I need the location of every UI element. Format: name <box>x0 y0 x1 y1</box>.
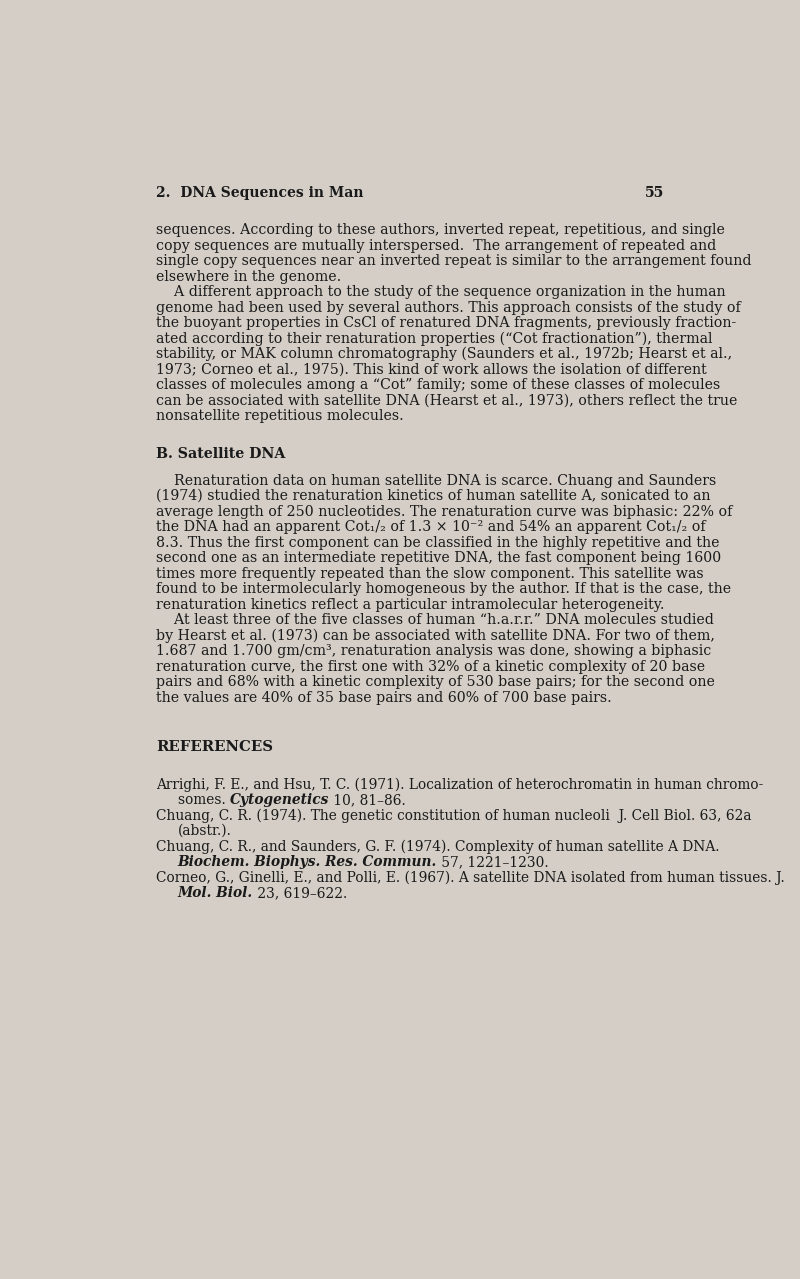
Text: classes of molecules among a “Cot” family; some of these classes of molecules: classes of molecules among a “Cot” famil… <box>156 379 720 393</box>
Text: genome had been used by several authors. This approach consists of the study of: genome had been used by several authors.… <box>156 301 741 315</box>
Text: At least three of the five classes of human “h.a.r.r.” DNA molecules studied: At least three of the five classes of hu… <box>156 613 714 627</box>
Text: pairs and 68% with a kinetic complexity of 530 base pairs; for the second one: pairs and 68% with a kinetic complexity … <box>156 675 714 689</box>
Text: the DNA had an apparent Cot₁/₂ of 1.3 × 10⁻² and 54% an apparent Cot₁/₂ of: the DNA had an apparent Cot₁/₂ of 1.3 × … <box>156 521 706 535</box>
Text: second one as an intermediate repetitive DNA, the fast component being 1600: second one as an intermediate repetitive… <box>156 551 721 565</box>
Text: 57, 1221–1230.: 57, 1221–1230. <box>437 856 548 870</box>
Text: Chuang, C. R., and Saunders, G. F. (1974). Complexity of human satellite A DNA.: Chuang, C. R., and Saunders, G. F. (1974… <box>156 839 719 854</box>
Text: average length of 250 nucleotides. The renaturation curve was biphasic: 22% of: average length of 250 nucleotides. The r… <box>156 505 732 519</box>
Text: stability, or MAK column chromatography (Saunders et al., 1972b; Hearst et al.,: stability, or MAK column chromatography … <box>156 347 732 362</box>
Text: sequences. According to these authors, inverted repeat, repetitious, and single: sequences. According to these authors, i… <box>156 223 725 237</box>
Text: 23, 619–622.: 23, 619–622. <box>253 886 347 900</box>
Text: can be associated with satellite DNA (Hearst et al., 1973), others reflect the t: can be associated with satellite DNA (He… <box>156 394 737 408</box>
Text: (abstr.).: (abstr.). <box>178 824 231 838</box>
Text: Chuang, C. R. (1974). The genetic constitution of human nucleoli  J. Cell Biol. : Chuang, C. R. (1974). The genetic consti… <box>156 808 751 822</box>
Text: (1974) studied the renaturation kinetics of human satellite A, sonicated to an: (1974) studied the renaturation kinetics… <box>156 489 710 503</box>
Text: Corneo, G., Ginelli, E., and Polli, E. (1967). A satellite DNA isolated from hum: Corneo, G., Ginelli, E., and Polli, E. (… <box>156 871 785 885</box>
Text: 2.  DNA Sequences in Man: 2. DNA Sequences in Man <box>156 185 363 200</box>
Text: 55: 55 <box>645 185 664 200</box>
Text: the buoyant properties in CsCl of renatured DNA fragments, previously fraction-: the buoyant properties in CsCl of renatu… <box>156 316 736 330</box>
Text: 8.3. Thus the first component can be classified in the highly repetitive and the: 8.3. Thus the first component can be cla… <box>156 536 719 550</box>
Text: renaturation curve, the first one with 32% of a kinetic complexity of 20 base: renaturation curve, the first one with 3… <box>156 660 705 674</box>
Text: times more frequently repeated than the slow component. This satellite was: times more frequently repeated than the … <box>156 567 703 581</box>
Text: the values are 40% of 35 base pairs and 60% of 700 base pairs.: the values are 40% of 35 base pairs and … <box>156 691 611 705</box>
Text: REFERENCES: REFERENCES <box>156 739 273 753</box>
Text: copy sequences are mutually interspersed.  The arrangement of repeated and: copy sequences are mutually interspersed… <box>156 239 716 252</box>
Text: elsewhere in the genome.: elsewhere in the genome. <box>156 270 341 284</box>
Text: 1.687 and 1.700 gm/cm³, renaturation analysis was done, showing a biphasic: 1.687 and 1.700 gm/cm³, renaturation ana… <box>156 645 711 659</box>
Text: A different approach to the study of the sequence organization in the human: A different approach to the study of the… <box>156 285 726 299</box>
Text: Mol. Biol.: Mol. Biol. <box>178 886 253 900</box>
Text: by Hearst et al. (1973) can be associated with satellite DNA. For two of them,: by Hearst et al. (1973) can be associate… <box>156 629 714 643</box>
Text: 1973; Corneo et al., 1975). This kind of work allows the isolation of different: 1973; Corneo et al., 1975). This kind of… <box>156 363 706 376</box>
Text: Biochem. Biophys. Res. Commun.: Biochem. Biophys. Res. Commun. <box>178 856 437 870</box>
Text: 10, 81–86.: 10, 81–86. <box>329 793 406 807</box>
Text: ated according to their renaturation properties (“Cot fractionation”), thermal: ated according to their renaturation pro… <box>156 331 712 347</box>
Text: single copy sequences near an inverted repeat is similar to the arrangement foun: single copy sequences near an inverted r… <box>156 255 751 269</box>
Text: B. Satellite DNA: B. Satellite DNA <box>156 446 285 460</box>
Text: Cytogenetics: Cytogenetics <box>230 793 329 807</box>
Text: renaturation kinetics reflect a particular intramolecular heterogeneity.: renaturation kinetics reflect a particul… <box>156 597 664 611</box>
Text: somes.: somes. <box>178 793 230 807</box>
Text: Renaturation data on human satellite DNA is scarce. Chuang and Saunders: Renaturation data on human satellite DNA… <box>156 473 716 487</box>
Text: found to be intermolecularly homogeneous by the author. If that is the case, the: found to be intermolecularly homogeneous… <box>156 582 731 596</box>
Text: nonsatellite repetitious molecules.: nonsatellite repetitious molecules. <box>156 409 403 423</box>
Text: Arrighi, F. E., and Hsu, T. C. (1971). Localization of heterochromatin in human : Arrighi, F. E., and Hsu, T. C. (1971). L… <box>156 778 763 792</box>
